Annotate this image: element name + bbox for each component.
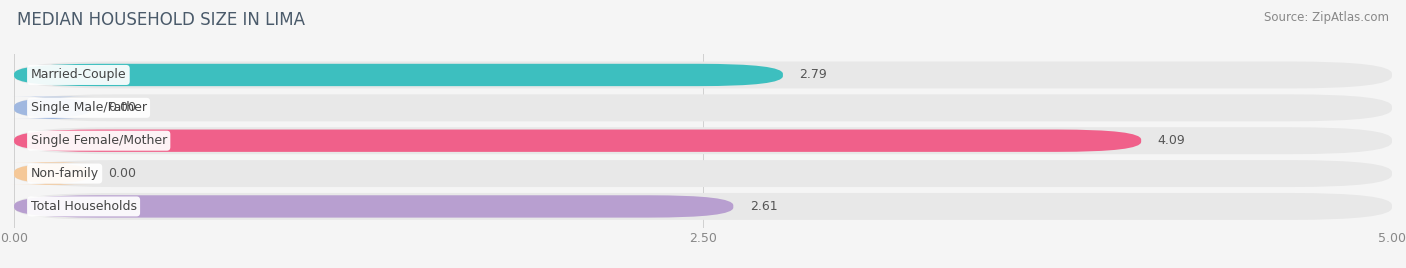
FancyBboxPatch shape <box>11 162 94 185</box>
Text: MEDIAN HOUSEHOLD SIZE IN LIMA: MEDIAN HOUSEHOLD SIZE IN LIMA <box>17 11 305 29</box>
Text: Single Female/Mother: Single Female/Mother <box>31 134 167 147</box>
Text: Married-Couple: Married-Couple <box>31 68 127 81</box>
FancyBboxPatch shape <box>14 64 783 86</box>
FancyBboxPatch shape <box>14 193 1392 220</box>
Text: 2.61: 2.61 <box>749 200 778 213</box>
Text: Source: ZipAtlas.com: Source: ZipAtlas.com <box>1264 11 1389 24</box>
FancyBboxPatch shape <box>14 160 1392 187</box>
Text: Total Households: Total Households <box>31 200 136 213</box>
Text: Single Male/Father: Single Male/Father <box>31 101 146 114</box>
Text: 4.09: 4.09 <box>1157 134 1185 147</box>
Text: 0.00: 0.00 <box>108 167 136 180</box>
FancyBboxPatch shape <box>14 94 1392 121</box>
Text: 2.79: 2.79 <box>800 68 827 81</box>
FancyBboxPatch shape <box>11 97 94 119</box>
FancyBboxPatch shape <box>14 129 1142 152</box>
FancyBboxPatch shape <box>14 127 1392 154</box>
FancyBboxPatch shape <box>14 61 1392 88</box>
FancyBboxPatch shape <box>14 195 734 218</box>
Text: Non-family: Non-family <box>31 167 98 180</box>
Text: 0.00: 0.00 <box>108 101 136 114</box>
